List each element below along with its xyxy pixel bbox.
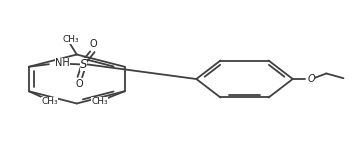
Text: S: S <box>80 58 87 71</box>
Text: O: O <box>89 39 97 49</box>
Text: O: O <box>75 79 82 89</box>
Text: NH: NH <box>55 58 70 68</box>
Text: CH₃: CH₃ <box>62 35 79 44</box>
Text: CH₃: CH₃ <box>91 97 108 106</box>
Text: CH₃: CH₃ <box>41 97 58 106</box>
Text: O: O <box>307 74 315 84</box>
